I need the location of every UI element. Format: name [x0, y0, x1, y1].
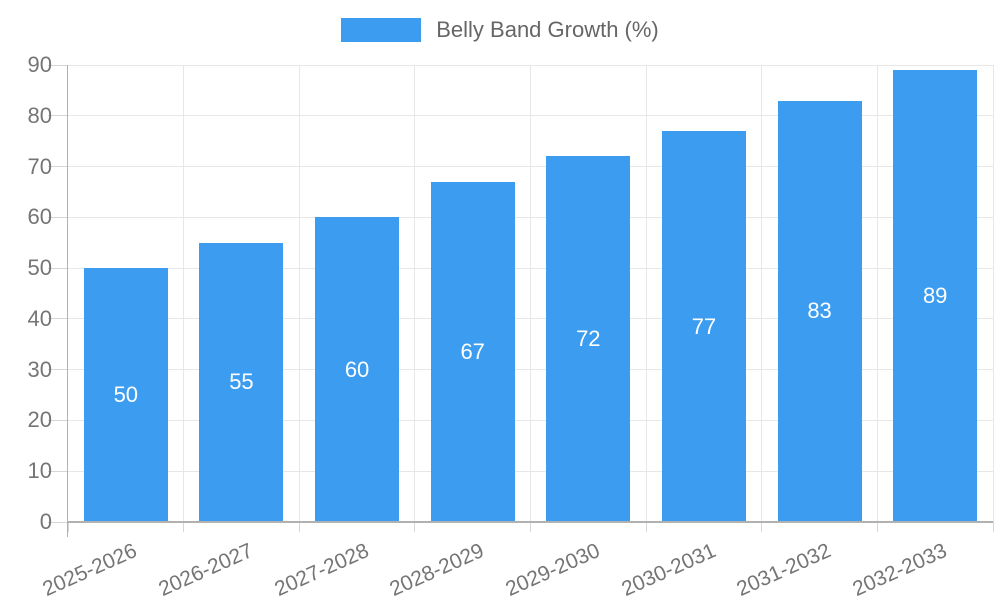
- y-axis-tick-label: 50: [27, 255, 52, 281]
- x-tick: [67, 522, 69, 532]
- y-axis-line: [67, 65, 68, 537]
- x-axis-tick-label: 2026-2027: [155, 539, 257, 600]
- y-axis-tick-label: 40: [27, 305, 52, 331]
- y-axis-tick-label: 0: [39, 509, 52, 534]
- y-tick: [48, 521, 68, 523]
- bar-2027-2028[interactable]: [315, 217, 400, 522]
- bar-value-label: 72: [576, 326, 601, 352]
- x-gridline: [530, 65, 531, 522]
- legend-swatch-icon: [341, 18, 422, 42]
- x-axis-line: [68, 521, 993, 523]
- y-tick: [48, 166, 68, 168]
- bar-value-label: 60: [344, 356, 370, 382]
- x-tick: [183, 522, 185, 532]
- bar-2030-2031[interactable]: [661, 131, 746, 522]
- x-axis-tick-label: 2025-2026: [39, 539, 141, 600]
- x-tick: [298, 522, 300, 532]
- x-gridline: [645, 65, 647, 522]
- y-tick: [48, 267, 68, 269]
- y-axis-tick-label: 90: [27, 52, 52, 77]
- x-axis-tick-label: 2031-2032: [733, 539, 835, 600]
- y-tick: [48, 369, 68, 371]
- y-tick: [48, 64, 68, 66]
- x-tick: [876, 522, 878, 532]
- x-tick: [414, 522, 416, 532]
- x-gridline: [183, 65, 185, 522]
- bar-2032-2033[interactable]: [893, 70, 978, 522]
- x-tick: [761, 522, 763, 532]
- bar-2028-2029[interactable]: [430, 181, 515, 522]
- x-axis-tick-label: 2028-2029: [386, 539, 488, 600]
- x-axis-tick-label: 2029-2030: [502, 539, 604, 600]
- y-tick: [48, 115, 68, 117]
- x-gridline: [761, 65, 763, 522]
- bar-value-label: 55: [229, 369, 254, 395]
- y-axis-tick-label: 80: [27, 102, 52, 128]
- x-gridline: [876, 65, 878, 522]
- y-tick: [48, 470, 68, 472]
- y-axis-tick-label: 60: [27, 204, 52, 230]
- x-tick: [645, 522, 647, 532]
- x-axis-tick-label: 2027-2028: [270, 539, 373, 600]
- bar-value-label: 89: [922, 283, 948, 309]
- bar-2031-2032[interactable]: [777, 100, 862, 522]
- x-axis-tick-label: 2032-2033: [849, 539, 951, 600]
- x-gridline: [298, 65, 300, 522]
- chart-legend[interactable]: Belly Band Growth (%): [0, 18, 1000, 42]
- y-tick: [48, 318, 68, 320]
- y-tick: [48, 216, 68, 218]
- y-tick: [48, 419, 68, 421]
- bar-value-label: 50: [113, 382, 139, 408]
- bar-2025-2026[interactable]: [83, 268, 168, 522]
- y-axis-tick-label: 70: [27, 153, 52, 179]
- x-axis-tick-label: 2030-2031: [617, 539, 719, 600]
- y-axis-tick-label: 30: [27, 356, 52, 382]
- x-tick: [530, 522, 531, 532]
- y-axis-tick-label: 20: [27, 407, 52, 433]
- legend-label: Belly Band Growth (%): [436, 17, 659, 42]
- y-axis-tick-label: 10: [27, 458, 52, 484]
- bar-value-label: 77: [691, 313, 717, 339]
- bar-value-label: 83: [807, 298, 832, 324]
- x-tick: [992, 522, 994, 532]
- x-gridline: [414, 65, 416, 522]
- bar-value-label: 67: [460, 338, 485, 364]
- bar-2029-2030[interactable]: [546, 156, 631, 522]
- x-gridline: [992, 65, 994, 522]
- bar-2026-2027[interactable]: [199, 242, 284, 522]
